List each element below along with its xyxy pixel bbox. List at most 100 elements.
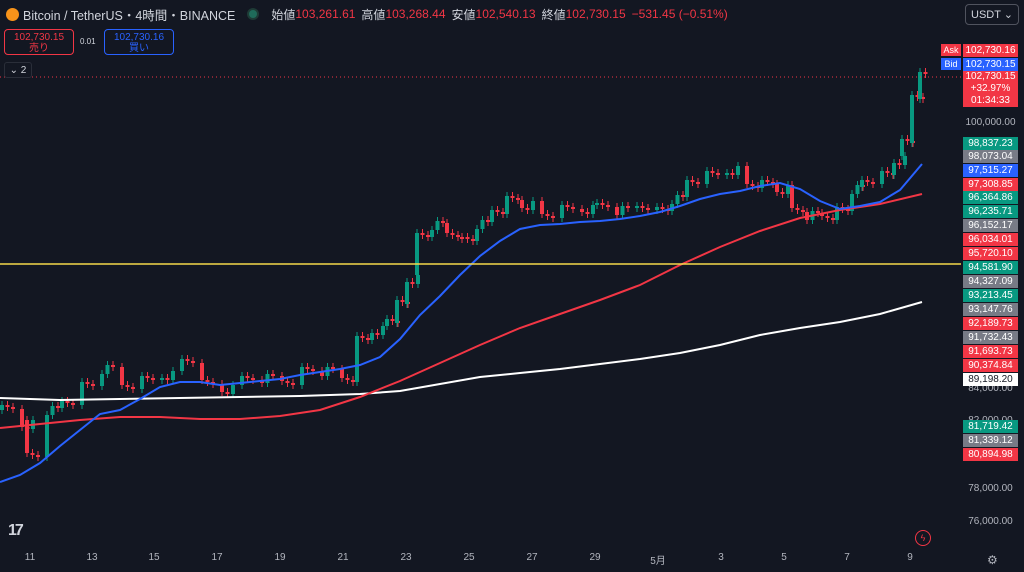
candle-body [565, 205, 570, 207]
candle-body [131, 387, 135, 389]
indicator-toggle[interactable]: ⌄ 2 [4, 62, 32, 78]
candle-body [180, 359, 184, 371]
candle-body [786, 185, 790, 194]
candle-body [390, 319, 395, 321]
candle-body [531, 201, 535, 210]
candle-body [20, 409, 24, 427]
time-tick: 19 [274, 552, 286, 563]
symbol-header: Bitcoin / TetherUS・4時間・BINANCE 始値 103,261… [0, 0, 960, 28]
candle-body [516, 198, 520, 200]
time-tick: 11 [24, 552, 36, 563]
time-tick: 27 [526, 552, 538, 563]
price-axis-label: 93,213.45 [963, 289, 1018, 302]
candle-body [685, 180, 689, 197]
candle-body [171, 371, 175, 380]
candle-body [918, 72, 922, 99]
price-axis-label: 91,693.73 [963, 345, 1018, 358]
candlestick-series [0, 68, 928, 461]
lightning-icon[interactable]: ϟ [915, 530, 931, 546]
candle-body [450, 233, 455, 235]
candle-body [285, 381, 290, 383]
candle-body [880, 171, 884, 184]
candle-body [510, 196, 515, 198]
candle-body [835, 207, 839, 220]
candle-body [420, 233, 425, 235]
candle-body [585, 212, 590, 214]
symbol-title[interactable]: Bitcoin / TetherUS・4時間・BINANCE [23, 8, 236, 23]
candle-body [490, 210, 494, 222]
price-axis-label: 96,152.17 [963, 219, 1018, 232]
candle-body [5, 405, 10, 407]
sell-button[interactable]: 102,730.15 売り [4, 29, 74, 55]
candle-body [360, 336, 365, 338]
candle-body [705, 171, 709, 184]
currency-select[interactable]: USDT ⌄ [965, 4, 1019, 25]
candle-body [200, 363, 204, 380]
price-axis-label: 98,073.04 [963, 150, 1018, 163]
tradingview-logo-icon[interactable]: 17 [8, 522, 24, 539]
chevron-down-icon: ⌄ [1003, 9, 1013, 21]
candle-body [571, 207, 575, 209]
candle-body [311, 369, 315, 371]
change-value: −531.45 (−0.51%) [631, 7, 728, 21]
price-axis-label: 89,198.20 [963, 373, 1018, 386]
price-axis-label: 92,189.73 [963, 317, 1018, 330]
candle-body [351, 380, 355, 382]
time-tick: 29 [589, 552, 601, 563]
currency-value: USDT [971, 8, 1001, 21]
candle-body [11, 407, 15, 409]
price-axis-label: 81,719.42 [963, 420, 1018, 433]
gear-icon[interactable]: ⚙ [987, 553, 998, 567]
candle-body [416, 275, 420, 284]
candle-body [905, 139, 910, 141]
buy-label: 買い [129, 43, 149, 54]
candle-body [545, 214, 550, 216]
buy-button[interactable]: 102,730.16 買い [104, 29, 174, 55]
candle-body [595, 203, 599, 205]
candle-body [921, 97, 925, 99]
bid-price-label: 102,730.15 [963, 58, 1018, 71]
candle-body [225, 392, 230, 394]
price-axis-label: 95,720.10 [963, 247, 1018, 260]
candle-body [910, 95, 914, 143]
candle-body [395, 300, 399, 323]
ma-fast-line [0, 163, 923, 483]
close-label: 終値 [541, 7, 566, 22]
candle-body [646, 208, 650, 210]
candle-body [80, 382, 84, 405]
price-tick: 100,000.00 [965, 117, 1016, 128]
time-tick: 5月 [650, 556, 666, 567]
high-label: 高値 [361, 7, 386, 22]
ask-price-label: 102,730.16 [963, 44, 1018, 57]
price-axis-label: 96,235.71 [963, 205, 1018, 218]
price-tick: 84,000.00 [968, 383, 1013, 394]
candle-body [580, 209, 584, 212]
candle-body [435, 221, 440, 230]
candle-body [560, 205, 564, 218]
time-tick: 17 [211, 552, 223, 563]
candle-body [897, 163, 902, 165]
candle-body [681, 195, 685, 197]
candle-body [111, 365, 115, 367]
ma-slow-line [0, 301, 923, 402]
candle-body [795, 208, 800, 210]
candle-body [675, 195, 680, 204]
candle-body [405, 282, 409, 304]
candle-body [620, 206, 625, 215]
candle-body [60, 401, 64, 408]
candle-body [430, 230, 434, 237]
candle-countdown: 01:34:33 [971, 95, 1010, 106]
candle-body [871, 182, 875, 184]
price-axis-label: 94,581.90 [963, 261, 1018, 274]
candle-body [56, 406, 60, 408]
candle-body [160, 378, 164, 380]
market-status-icon[interactable] [247, 8, 260, 20]
high-value: 103,268.44 [385, 7, 446, 21]
time-tick: 13 [86, 552, 98, 563]
candle-body [205, 380, 210, 382]
candle-body [71, 403, 75, 405]
price-axis-label: 96,034.01 [963, 233, 1018, 246]
candle-body [91, 384, 95, 386]
candle-body [600, 203, 605, 205]
